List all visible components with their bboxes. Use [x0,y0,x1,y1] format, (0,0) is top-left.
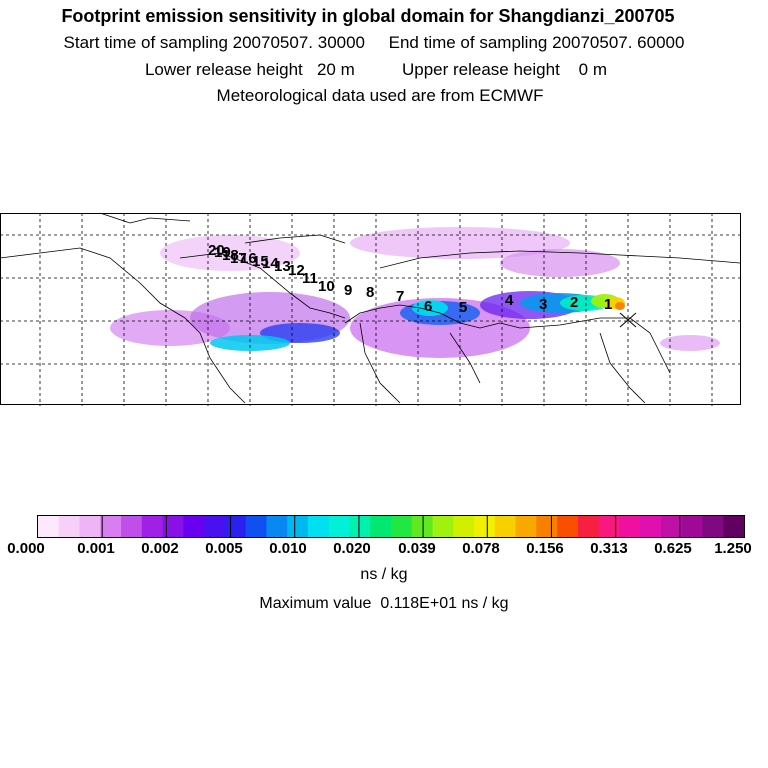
colorbar-tick-7: 0.078 [462,540,500,557]
map-title: Footprint emission sensitivity in global… [61,6,675,26]
colorbar-cell [723,516,745,537]
traj-label-19: 19 [214,244,231,261]
traj-label-8: 8 [366,284,374,301]
colorbar-cell [328,516,351,537]
colorbar-cell [162,516,184,537]
traj-label-3: 3 [539,296,547,313]
colorbar-tick-11: 1.250 [714,540,752,557]
colorbar-cell [287,516,309,537]
traj-label-10: 10 [318,278,335,295]
traj-label-16: 16 [240,250,257,267]
colorbar-cell [515,516,537,537]
graticule [0,213,741,406]
colorbar-cells [38,516,745,537]
traj-label-17: 17 [230,250,247,267]
colorbar-cell [266,516,288,537]
colorbar-cell [370,516,392,537]
colorbar-tick-5: 0.020 [333,540,371,557]
colorbar-cell [204,516,226,537]
traj-label-1: 1 [604,296,612,313]
colorbar-tick-6: 0.039 [398,540,436,557]
colorbar-cell [58,516,81,537]
colorbar-cell [100,516,122,537]
colorbar-cell [494,516,517,537]
colorbar-cell [474,516,496,537]
traj-label-13: 13 [274,258,291,275]
colorbar-cell [141,516,164,537]
colorbar-tick-8: 0.156 [526,540,564,557]
traj-label-7: 7 [396,288,404,305]
colorbar-tick-1: 0.001 [77,540,115,557]
colorbar-cell [224,516,247,537]
colorbar-cell [121,516,143,537]
colorbar-cell [183,516,205,537]
colorbar-tick-9: 0.313 [590,540,628,557]
colorbar-cell [391,516,413,537]
colorbar-cell [577,516,600,537]
traj-label-9: 9 [344,282,352,299]
colorbar-cell [557,516,579,537]
colorbar-cell [640,516,662,537]
colorbar-cell [349,516,371,537]
colorbar-cell [432,516,454,537]
colorbar-cell [619,516,641,537]
colorbar-cell [307,516,330,537]
traj-label-5: 5 [459,299,467,316]
traj-label-12: 12 [288,262,305,279]
colorbar-cell [79,516,101,537]
traj-label-18: 18 [222,247,239,264]
colorbar-tick-3: 0.005 [205,540,243,557]
traj-label-4: 4 [505,292,514,309]
colorbar-cell [598,516,621,537]
colorbar [37,515,745,538]
footprint-map: 1 2 3 4 5 6 7 8 9 10 11 12 13 14 15 16 1… [0,213,741,406]
release-height-line: Lower release height 20 m Upper release … [144,60,608,79]
sampling-time-line: Start time of sampling 20070507. 30000 E… [63,33,685,52]
colorbar-cell [245,516,268,537]
colorbar-cell [681,516,704,537]
meteorological-data-line: Meteorological data used are from ECMWF [216,86,544,105]
colorbar-cell [702,516,724,537]
colorbar-tick-2: 0.002 [141,540,179,557]
traj-label-2: 2 [570,294,578,311]
colorbar-cell [453,516,475,537]
colorbar-unit: ns / kg [360,566,408,583]
colorbar-cell [38,516,60,537]
receptor-marker [619,312,637,328]
colorbar-cell [536,516,558,537]
traj-label-20: 20 [208,242,225,259]
trajectory-labels: 1 2 3 4 5 6 7 8 9 10 11 12 13 14 15 16 1… [208,242,612,316]
traj-label-11: 11 [302,270,318,287]
colorbar-tick-4: 0.010 [269,540,307,557]
traj-label-6: 6 [424,298,432,315]
sensitivity-field [110,227,720,358]
traj-label-14: 14 [262,255,279,272]
colorbar-cell [660,516,683,537]
colorbar-tick-0: 0.000 [7,540,45,557]
colorbar-cell [411,516,434,537]
maximum-value: Maximum value 0.118E+01 ns / kg [259,595,509,612]
traj-label-15: 15 [252,253,269,270]
colorbar-tick-10: 0.625 [654,540,692,557]
colorbar-frame [37,515,745,538]
